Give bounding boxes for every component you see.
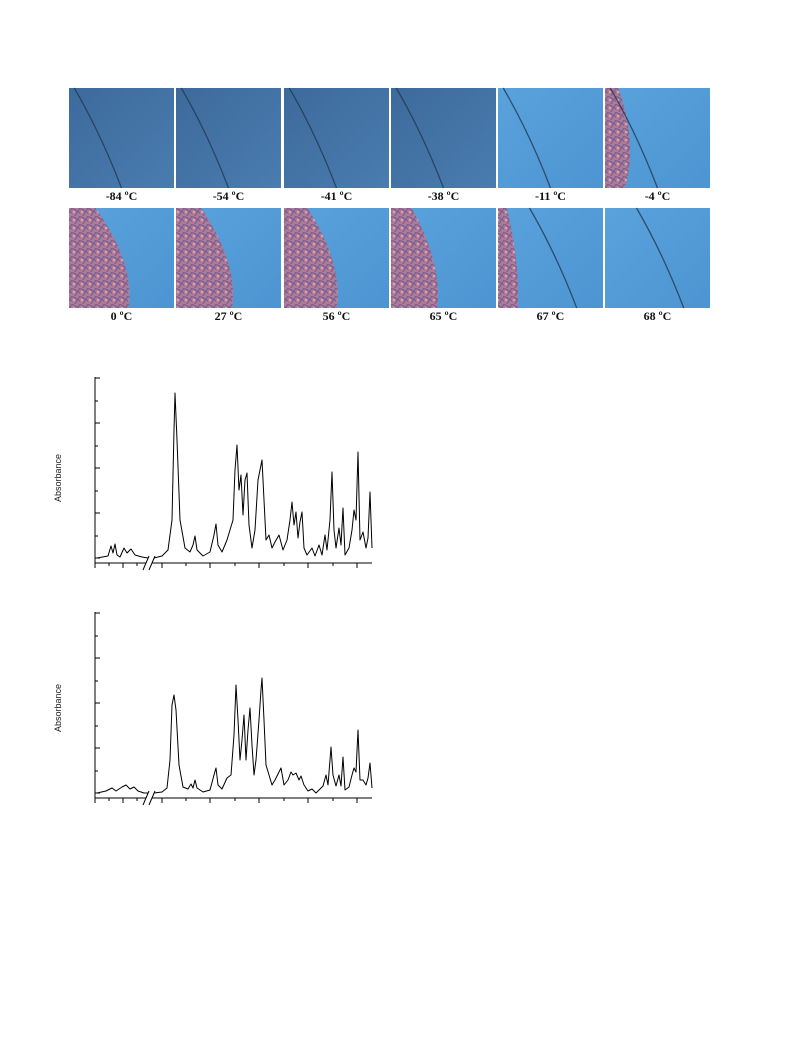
caption: 56 ºC (323, 309, 351, 323)
caption: 67 ºC (537, 309, 565, 323)
axes (94, 612, 372, 806)
phase-boundary (502, 87, 552, 189)
micrograph-image (391, 88, 496, 188)
micrograph: -54 ºC (176, 87, 281, 203)
caption: 27 ºC (215, 309, 243, 323)
y-axis-label: Absorbance (53, 684, 63, 732)
phase-boundary (73, 87, 123, 189)
micrograph-image (498, 88, 603, 188)
micrograph: -4 ºC (605, 87, 710, 203)
spectrum-chart: Absorbance (53, 612, 373, 806)
micrograph: 0 ºC (69, 208, 174, 323)
micrograph: 56 ºC (284, 208, 389, 323)
caption: 0 ºC (111, 309, 133, 323)
caption: -84 ºC (106, 189, 138, 203)
phase-boundary (288, 87, 338, 189)
spectrum-line (96, 392, 373, 559)
micrograph: -11 ºC (498, 87, 603, 203)
micrograph: 65 ºC (391, 208, 496, 323)
phase-boundary (609, 87, 659, 189)
caption: 65 ºC (430, 309, 458, 323)
crystal-region (391, 208, 439, 308)
micrograph-image (605, 208, 710, 308)
phase-boundary (528, 207, 578, 309)
caption: -11 ºC (535, 189, 566, 203)
phase-boundary (395, 87, 445, 189)
micrograph: 27 ºC (176, 208, 281, 323)
spectrum-line (96, 677, 373, 794)
caption: -38 ºC (428, 189, 460, 203)
crystal-region (176, 208, 234, 308)
caption: -41 ºC (321, 189, 353, 203)
caption: 68 ºC (644, 309, 672, 323)
micrograph: -38 ºC (391, 87, 496, 203)
phase-boundary (180, 87, 230, 189)
crystal-region (498, 208, 519, 308)
caption: -54 ºC (213, 189, 245, 203)
micrograph: 68 ºC (605, 207, 710, 323)
micrograph-image (284, 88, 389, 188)
micrograph-grid: -84 ºC -54 ºC -41 ºC -38 ºC -11 ºC -4 ºC 0 ºC 2… (69, 87, 710, 323)
micrograph-image (69, 88, 174, 188)
crystal-region (284, 208, 338, 308)
caption: -4 ºC (645, 189, 671, 203)
micrograph: 67 ºC (498, 207, 603, 323)
micrograph-image (176, 88, 281, 188)
micrograph: -41 ºC (284, 87, 389, 203)
phase-boundary (635, 207, 685, 309)
axes (94, 377, 372, 571)
crystal-region (69, 208, 130, 308)
y-axis-label: Absorbance (53, 454, 63, 502)
micrograph: -84 ºC (69, 87, 174, 203)
spectrum-chart: Absorbance (53, 377, 373, 571)
